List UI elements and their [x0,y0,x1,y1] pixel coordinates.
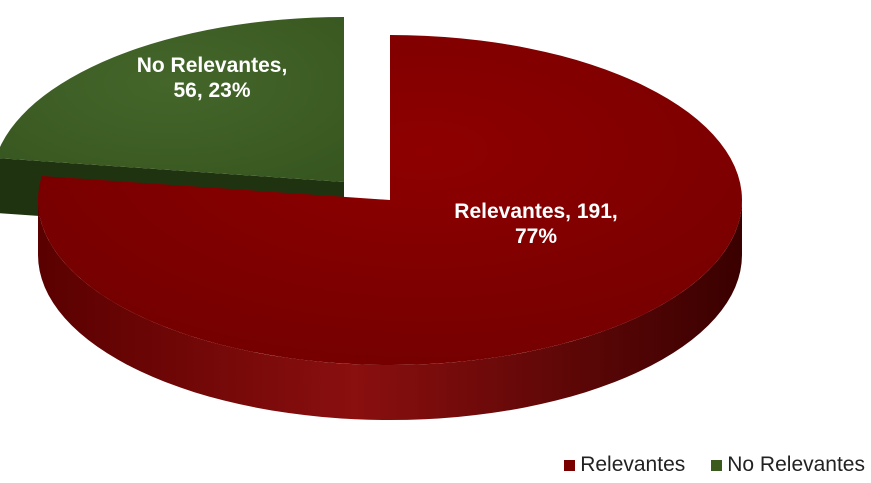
legend: Relevantes No Relevantes [564,453,865,477]
slice-relevantes [37,35,742,366]
legend-item-no-relevantes: No Relevantes [711,453,865,477]
legend-label-no-relevantes: No Relevantes [727,453,865,476]
legend-label-relevantes: Relevantes [580,453,686,476]
data-label-no-relevantes: No Relevantes, 56, 23% [137,54,288,102]
legend-item-relevantes: Relevantes [564,453,685,477]
legend-swatch-relevantes [564,459,576,471]
slice-no-relevantes [0,17,344,182]
legend-swatch-no-relevantes [711,459,723,471]
slice-relevantes-side [38,200,742,420]
data-label-relevantes: Relevantes, 191, 77% [454,200,617,248]
